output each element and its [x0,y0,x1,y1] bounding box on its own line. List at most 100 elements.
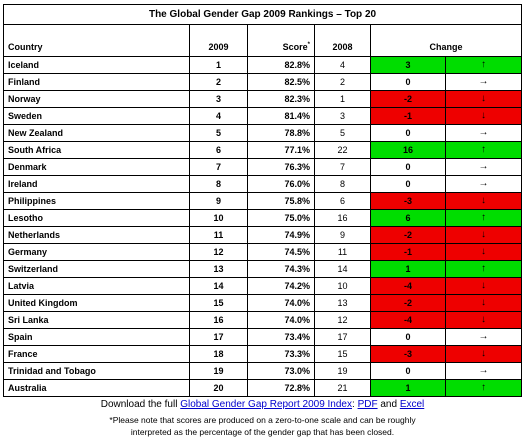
table-row: Iceland 1 82.8% 4 3 ↑ [3,56,523,74]
change-value-cell: 0 [370,158,446,176]
change-value-cell: 3 [370,56,446,74]
arrow-down-icon: ↓ [444,90,523,108]
change-value-cell: -4 [370,311,446,329]
score-cell: 82.3% [247,90,315,108]
arrow-right-icon: → [444,362,523,380]
country-cell: Sweden [3,107,190,125]
download-line: Download the full Global Gender Gap Repo… [0,399,525,410]
country-cell: Switzerland [3,260,190,278]
rank-2009-cell: 6 [189,141,248,159]
country-cell: Latvia [3,277,190,295]
rank-2009-cell: 14 [189,277,248,295]
download-sep: : [352,399,358,410]
country-cell: Netherlands [3,226,190,244]
rank-2008-cell: 12 [314,311,371,329]
arrow-right-icon: → [444,124,523,142]
rank-2008-cell: 6 [314,192,371,210]
rank-2008-cell: 22 [314,141,371,159]
country-cell: New Zealand [3,124,190,142]
table-row: Sri Lanka 16 74.0% 12 -4 ↓ [3,311,523,329]
col-header-2009: 2009 [189,24,248,57]
rankings-table: The Global Gender Gap 2009 Rankings – To… [2,4,523,397]
rank-2008-cell: 17 [314,328,371,346]
country-cell: United Kingdom [3,294,190,312]
score-cell: 72.8% [247,379,315,397]
col-header-2008: 2008 [314,24,371,57]
change-value-cell: 0 [370,328,446,346]
table-row: France 18 73.3% 15 -3 ↓ [3,345,523,363]
rank-2008-cell: 15 [314,345,371,363]
country-cell: Sri Lanka [3,311,190,329]
change-value-cell: 0 [370,175,446,193]
table-row: Australia 20 72.8% 21 1 ↑ [3,379,523,397]
arrow-down-icon: ↓ [444,243,523,261]
report-link[interactable]: Global Gender Gap Report 2009 Index [180,399,352,410]
country-cell: Australia [3,379,190,397]
table-row: Spain 17 73.4% 17 0 → [3,328,523,346]
country-cell: Ireland [3,175,190,193]
country-cell: Philippines [3,192,190,210]
score-cell: 82.5% [247,73,315,91]
change-value-cell: 1 [370,379,446,397]
rank-2008-cell: 14 [314,260,371,278]
col-header-country: Country [3,24,190,57]
change-value-cell: 0 [370,124,446,142]
rank-2008-cell: 4 [314,56,371,74]
country-cell: Norway [3,90,190,108]
rank-2008-cell: 5 [314,124,371,142]
rank-2009-cell: 16 [189,311,248,329]
country-cell: Finland [3,73,190,91]
change-value-cell: -2 [370,90,446,108]
rank-2009-cell: 1 [189,56,248,74]
country-cell: South Africa [3,141,190,159]
change-value-cell: 16 [370,141,446,159]
score-cell: 74.2% [247,277,315,295]
change-value-cell: 1 [370,260,446,278]
score-cell: 74.0% [247,294,315,312]
country-cell: Denmark [3,158,190,176]
change-value-cell: -1 [370,107,446,125]
rank-2009-cell: 5 [189,124,248,142]
arrow-down-icon: ↓ [444,107,523,125]
pdf-link[interactable]: PDF [357,399,378,410]
rank-2009-cell: 9 [189,192,248,210]
table-row: Ireland 8 76.0% 8 0 → [3,175,523,193]
rank-2008-cell: 10 [314,277,371,295]
col-header-change: Change [369,24,523,57]
table-row: Sweden 4 81.4% 3 -1 ↓ [3,107,523,125]
arrow-up-icon: ↑ [444,141,523,159]
download-prefix: Download the full [100,399,181,410]
rank-2008-cell: 11 [314,243,371,261]
score-cell: 74.5% [247,243,315,261]
change-value-cell: -1 [370,243,446,261]
country-cell: Trinidad and Tobago [3,362,190,380]
arrow-down-icon: ↓ [444,294,523,312]
score-cell: 73.4% [247,328,315,346]
score-cell: 78.8% [247,124,315,142]
score-cell: 75.0% [247,209,315,227]
footnote-line-2: interpreted as the percentage of the gen… [130,427,395,437]
arrow-down-icon: ↓ [444,226,523,244]
table-row: Lesotho 10 75.0% 16 6 ↑ [3,209,523,227]
rank-2009-cell: 7 [189,158,248,176]
rank-2008-cell: 13 [314,294,371,312]
rank-2008-cell: 19 [314,362,371,380]
rank-2008-cell: 3 [314,107,371,125]
rank-2008-cell: 7 [314,158,371,176]
score-cell: 81.4% [247,107,315,125]
rank-2008-cell: 9 [314,226,371,244]
change-value-cell: 0 [370,73,446,91]
score-cell: 82.8% [247,56,315,74]
table-row: United Kingdom 15 74.0% 13 -2 ↓ [3,294,523,312]
header-row: Country 2009 Score* 2008 Change [3,24,523,57]
rank-2009-cell: 15 [189,294,248,312]
rank-2008-cell: 21 [314,379,371,397]
table-row: Switzerland 13 74.3% 14 1 ↑ [3,260,523,278]
score-footnote-marker: * [307,42,310,48]
arrow-up-icon: ↑ [444,260,523,278]
excel-link[interactable]: Excel [399,399,425,410]
rank-2009-cell: 17 [189,328,248,346]
table-row: South Africa 6 77.1% 22 16 ↑ [3,141,523,159]
rank-2009-cell: 20 [189,379,248,397]
